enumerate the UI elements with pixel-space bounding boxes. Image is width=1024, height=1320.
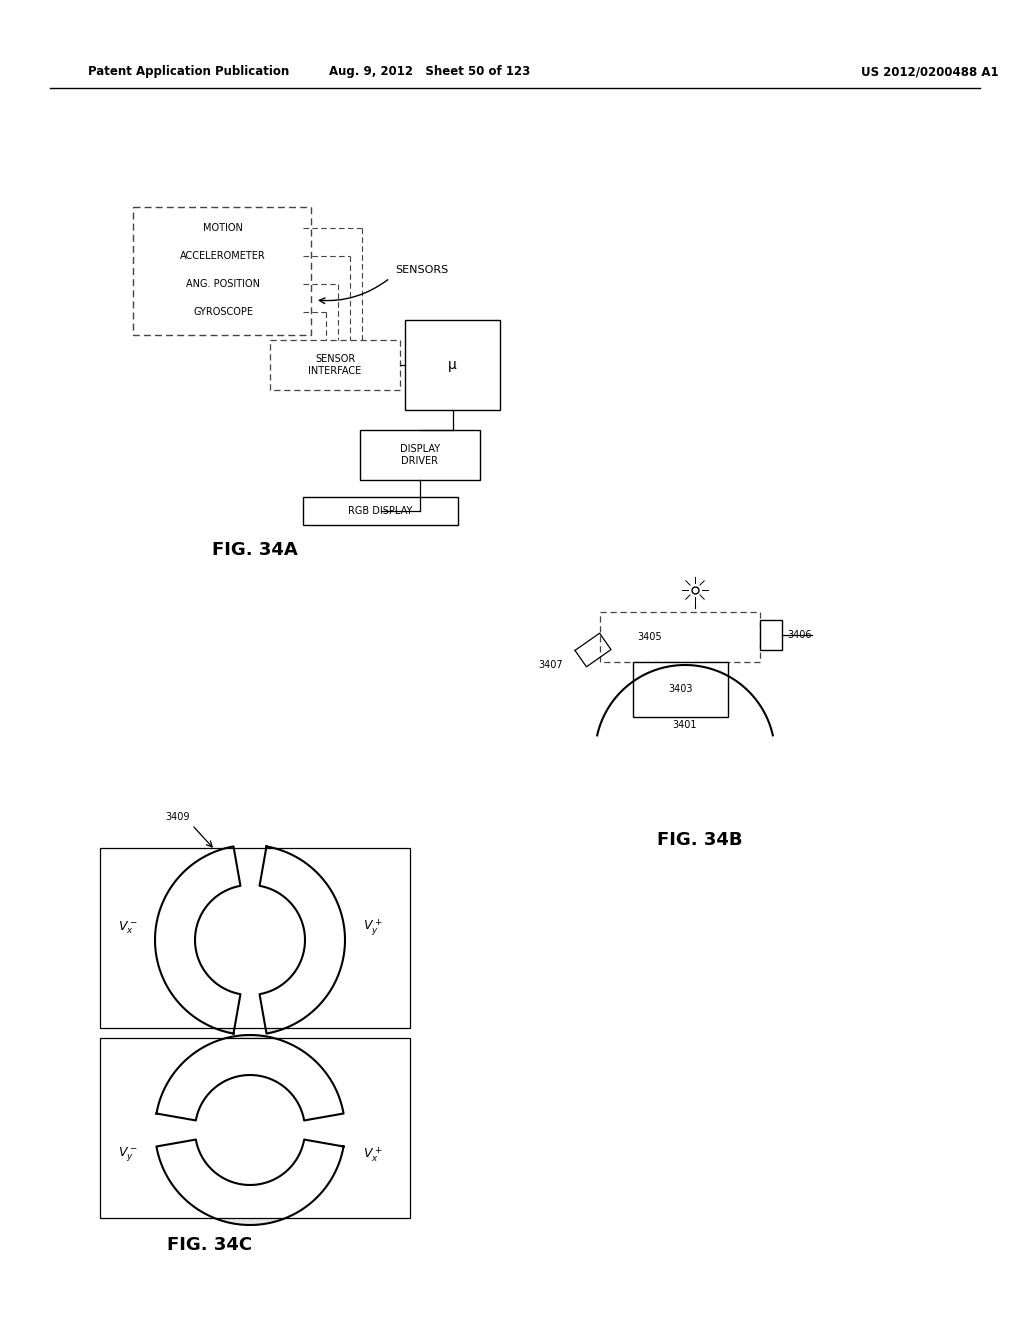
Bar — [600, 612, 760, 663]
Text: MOTION: MOTION — [203, 223, 243, 234]
Text: $V_y^-$: $V_y^-$ — [118, 1146, 137, 1164]
Bar — [303, 498, 458, 525]
Text: SENSOR
INTERFACE: SENSOR INTERFACE — [308, 354, 361, 376]
Text: SENSORS: SENSORS — [395, 265, 449, 275]
Text: FIG. 34A: FIG. 34A — [212, 541, 298, 558]
Bar — [143, 271, 303, 297]
Text: Aug. 9, 2012   Sheet 50 of 123: Aug. 9, 2012 Sheet 50 of 123 — [330, 66, 530, 78]
Text: 3405: 3405 — [638, 632, 663, 642]
Bar — [360, 430, 480, 480]
Text: DISPLAY
DRIVER: DISPLAY DRIVER — [400, 445, 440, 466]
Polygon shape — [157, 1139, 344, 1225]
Text: $V_x^-$: $V_x^-$ — [118, 920, 137, 936]
Bar — [406, 319, 500, 411]
Text: 3406: 3406 — [787, 630, 812, 640]
Bar — [270, 341, 400, 389]
Text: $V_x^+$: $V_x^+$ — [362, 1146, 383, 1164]
Bar — [760, 620, 782, 649]
Polygon shape — [259, 846, 345, 1034]
Text: FIG. 34C: FIG. 34C — [168, 1236, 253, 1254]
Text: US 2012/0200488 A1: US 2012/0200488 A1 — [861, 66, 998, 78]
Bar — [633, 663, 728, 717]
Bar — [143, 243, 303, 269]
Polygon shape — [157, 1035, 344, 1121]
Bar — [143, 215, 303, 242]
Bar — [100, 1038, 410, 1218]
Text: GYROSCOPE: GYROSCOPE — [193, 308, 253, 317]
Polygon shape — [155, 846, 241, 1034]
Text: ACCELEROMETER: ACCELEROMETER — [180, 251, 266, 261]
Text: $V_y^+$: $V_y^+$ — [362, 917, 383, 939]
Text: FIG. 34B: FIG. 34B — [657, 832, 742, 849]
Text: 3407: 3407 — [539, 660, 563, 671]
Text: 3401: 3401 — [673, 719, 697, 730]
Text: 3409: 3409 — [166, 812, 190, 822]
Bar — [100, 847, 410, 1028]
Text: Patent Application Publication: Patent Application Publication — [88, 66, 289, 78]
Text: RGB DISPLAY: RGB DISPLAY — [348, 506, 413, 516]
Text: ANG. POSITION: ANG. POSITION — [186, 279, 260, 289]
Text: 3403: 3403 — [669, 685, 693, 694]
Text: μ: μ — [449, 358, 457, 372]
Bar — [133, 207, 311, 335]
Bar — [143, 300, 303, 325]
